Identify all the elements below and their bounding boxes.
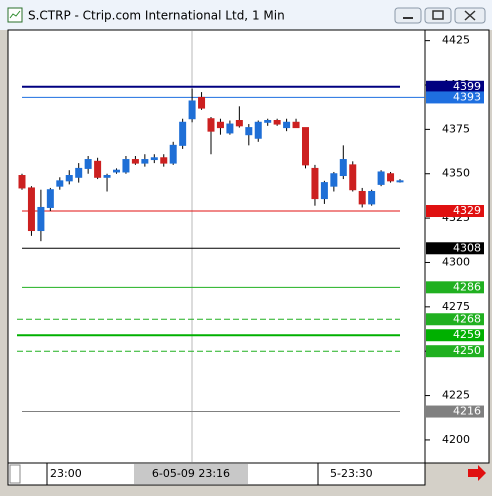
- candle-body: [150, 157, 158, 161]
- candle-body: [37, 206, 45, 232]
- candle-body: [245, 127, 253, 136]
- candle-body: [396, 180, 404, 183]
- window-buttons: [394, 7, 486, 24]
- level-label: 4250: [453, 344, 481, 357]
- level-label: 4393: [453, 90, 481, 103]
- minimize-button[interactable]: [394, 7, 422, 24]
- level-label: 4308: [453, 241, 481, 254]
- candle-body: [311, 167, 319, 200]
- candle-body: [302, 127, 309, 166]
- candle-body: [141, 159, 149, 164]
- candle-body: [46, 189, 54, 208]
- candle-body: [198, 96, 206, 109]
- candle-body: [75, 167, 83, 178]
- candle-body: [358, 190, 366, 205]
- x-tick-label: 23:00: [50, 467, 82, 480]
- candle-body: [226, 123, 234, 134]
- candle-body: [368, 190, 376, 205]
- level-label: 4286: [453, 280, 481, 293]
- candle-body: [254, 121, 262, 139]
- level-label-box: [426, 205, 484, 218]
- maximize-button[interactable]: [424, 7, 452, 24]
- level-label-box: [426, 91, 484, 104]
- candle-body: [387, 173, 395, 182]
- candle-body: [273, 120, 281, 125]
- candle-body: [377, 171, 385, 185]
- y-tick-label: 4275: [442, 300, 470, 313]
- minimize-icon: [403, 17, 413, 19]
- level-label: 4329: [453, 204, 481, 217]
- level-label-box: [426, 345, 484, 358]
- candle-body: [122, 159, 130, 173]
- level-label: 4216: [453, 405, 481, 418]
- scroll-arrow[interactable]: [468, 465, 486, 481]
- candle-body: [94, 160, 102, 178]
- level-label: 4399: [453, 80, 481, 93]
- window-icon: [9, 10, 21, 19]
- level-label-box: [426, 242, 484, 255]
- x-tick-label: 5-23:30: [330, 467, 373, 480]
- chart-layer: 4200422542504275430043254350437544004425…: [17, 34, 484, 480]
- level-label-box: [426, 281, 484, 294]
- candle-body: [330, 173, 338, 187]
- candle-body: [65, 175, 73, 182]
- candle-body: [179, 121, 187, 146]
- scroll-box[interactable]: [9, 464, 21, 484]
- candle-body: [18, 175, 26, 189]
- candle-body: [131, 159, 139, 164]
- maximize-icon: [432, 10, 444, 20]
- level-label-box: [426, 329, 484, 342]
- candle-body: [188, 100, 196, 120]
- candle-body: [264, 120, 272, 123]
- candle-body: [339, 159, 347, 177]
- plot-area: [7, 29, 426, 464]
- candle-body: [349, 164, 357, 191]
- candle-body: [292, 121, 300, 129]
- candle-body: [84, 159, 92, 169]
- close-icon: [464, 10, 476, 21]
- level-label-box: [426, 313, 484, 326]
- x-tick-label: 6-05-09 23:16: [152, 467, 230, 480]
- level-label: 4268: [453, 312, 481, 325]
- level-label-box: [426, 80, 484, 93]
- candle-body: [27, 187, 35, 232]
- candle-body: [169, 144, 177, 164]
- candle-body: [283, 121, 291, 129]
- y-tick-label: 4200: [442, 433, 470, 446]
- y-tick-label: 4350: [442, 167, 470, 180]
- y-tick-label: 4300: [442, 255, 470, 268]
- window-title: S.CTRP - Ctrip.com International Ltd, 1 …: [28, 9, 285, 23]
- y-tick-label: 4425: [442, 34, 470, 47]
- candle-body: [103, 175, 111, 178]
- candle-body: [160, 157, 168, 164]
- candle-body: [113, 169, 120, 173]
- candle-body: [216, 121, 224, 129]
- level-label: 4259: [453, 328, 481, 341]
- candle-body: [56, 180, 64, 187]
- candle-body: [235, 120, 243, 127]
- y-tick-label: 4225: [442, 389, 470, 402]
- level-label-box: [426, 405, 484, 418]
- candle-body: [320, 182, 328, 200]
- y-tick-label: 4375: [442, 122, 470, 135]
- time-highlight: [134, 464, 248, 484]
- candle-body: [207, 118, 215, 132]
